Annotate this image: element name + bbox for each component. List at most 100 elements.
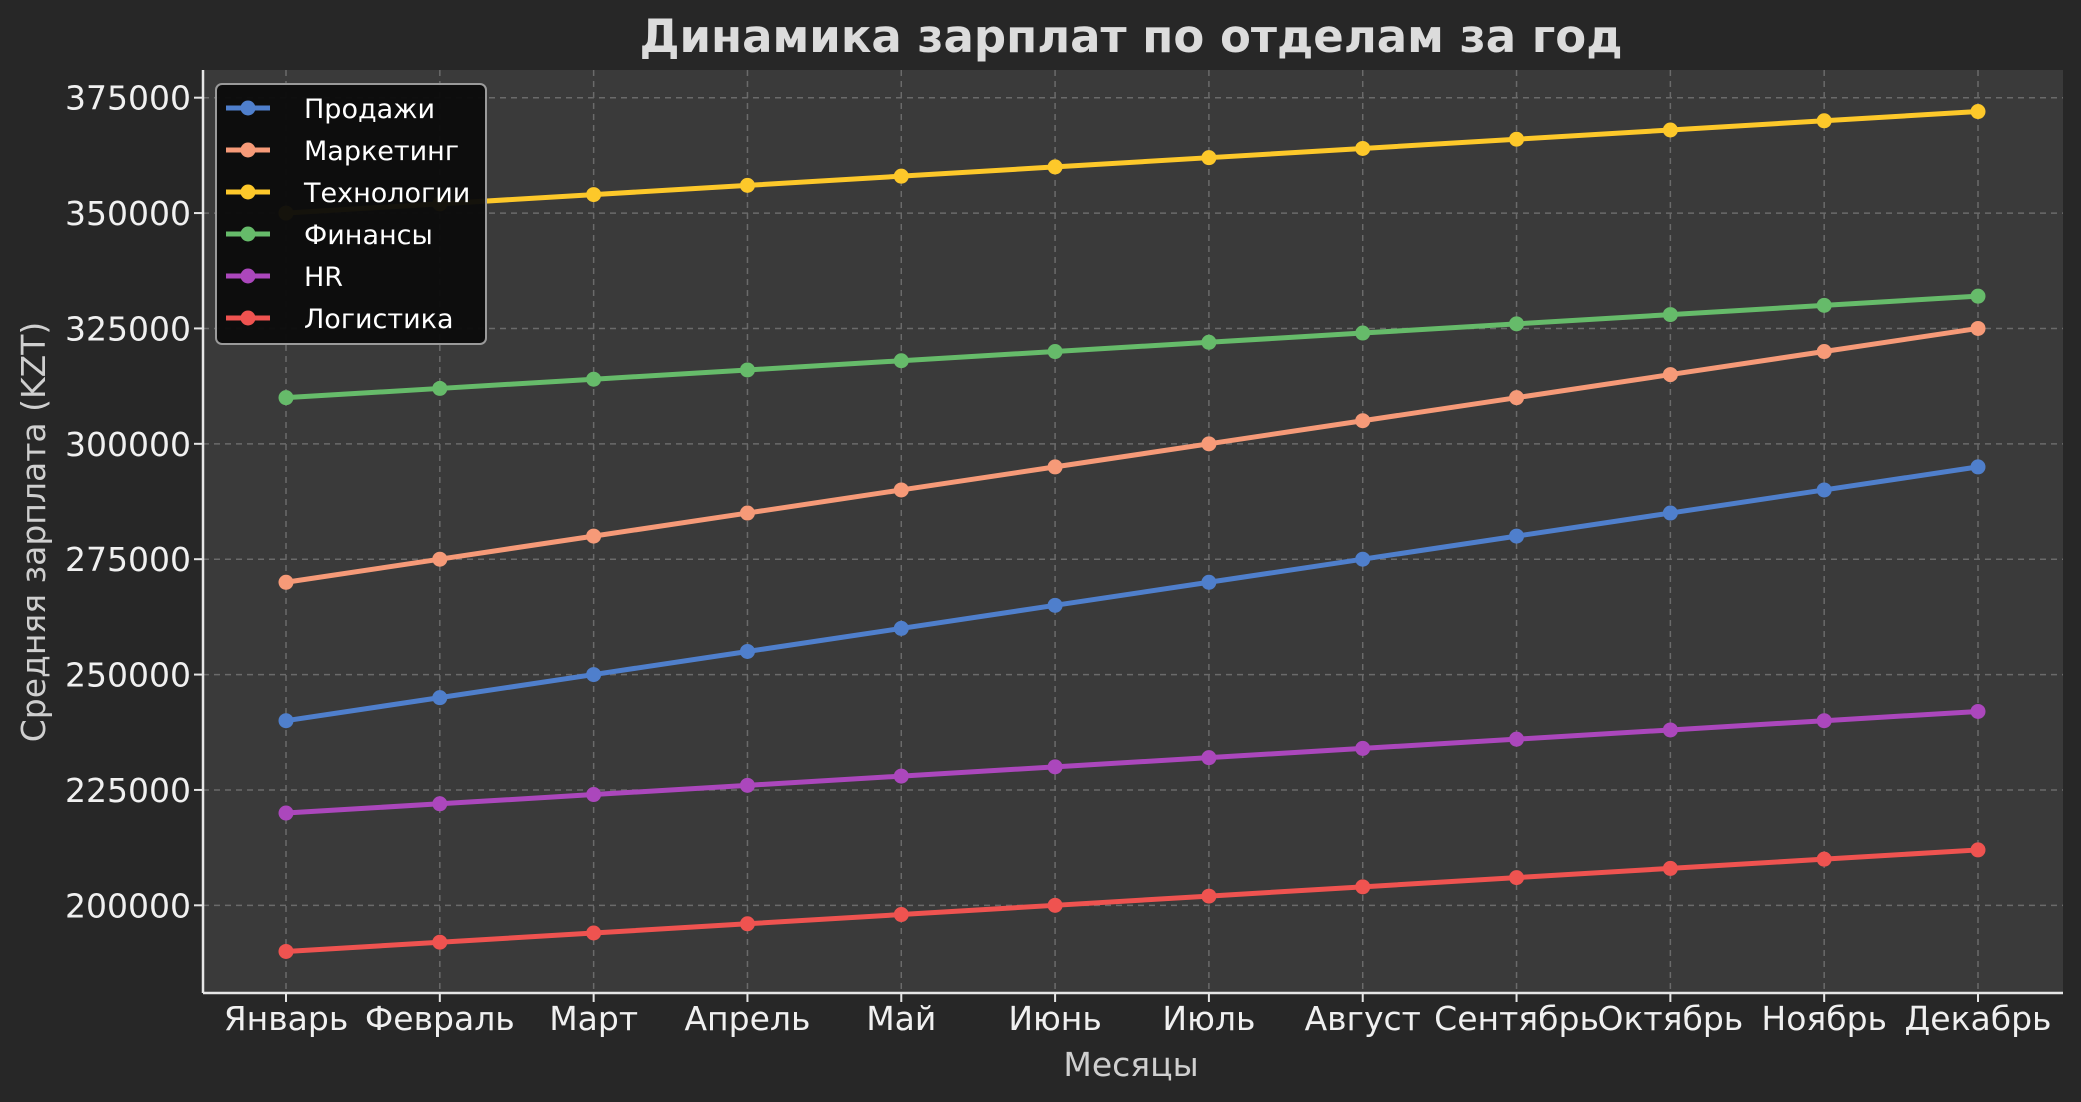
x-tick-label: Ноябрь: [1761, 999, 1887, 1038]
legend-label: Финансы: [304, 220, 433, 251]
legend-item: Продажи: [226, 94, 435, 125]
data-point: [893, 907, 909, 923]
data-point: [1201, 750, 1217, 766]
data-point: [1355, 413, 1371, 429]
data-point: [278, 805, 294, 821]
series: [278, 320, 1986, 590]
series-line: [283, 847, 1981, 954]
x-tick-label: Июль: [1162, 999, 1255, 1038]
legend-item: Технологии: [226, 178, 470, 209]
y-tick-label: 350000: [65, 194, 191, 233]
data-point: [893, 768, 909, 784]
x-axis-label: Месяцы: [1063, 1045, 1198, 1084]
x-tick-label: Март: [549, 999, 638, 1038]
data-point: [278, 574, 294, 590]
data-point: [1816, 344, 1832, 360]
data-point: [1201, 888, 1217, 904]
data-point: [1970, 288, 1986, 304]
data-point: [432, 934, 448, 950]
legend-marker: [240, 142, 256, 158]
legend: Продажи Маркетинг Технологии Финансы HR Логис…: [215, 83, 487, 345]
data-point: [1355, 140, 1371, 156]
data-point: [1047, 159, 1063, 175]
legend-marker: [240, 184, 256, 200]
legend-label: HR: [304, 262, 343, 293]
legend-item: Финансы: [226, 220, 433, 251]
x-tick-label: Октябрь: [1597, 999, 1743, 1038]
data-point: [1662, 367, 1678, 383]
data-point: [586, 667, 602, 683]
plot-background: [203, 70, 2063, 993]
data-point: [1047, 597, 1063, 613]
data-point: [586, 925, 602, 941]
data-point: [1047, 897, 1063, 913]
data-point: [1662, 307, 1678, 323]
data-point: [432, 690, 448, 706]
y-tick-label: 300000: [65, 425, 191, 464]
legend-label: Логистика: [304, 304, 454, 335]
series-layer: [278, 104, 1986, 959]
data-point: [1662, 722, 1678, 738]
data-point: [1047, 344, 1063, 360]
legend-label: Маркетинг: [304, 136, 459, 167]
data-point: [278, 713, 294, 729]
data-point: [1201, 574, 1217, 590]
data-point: [1970, 703, 1986, 719]
data-point: [893, 620, 909, 636]
data-point: [1970, 104, 1986, 120]
series: [278, 703, 1986, 821]
data-point: [739, 177, 755, 193]
legend-item: HR: [226, 262, 343, 293]
series-line: [283, 109, 1981, 216]
x-tick-label: Июнь: [1008, 999, 1102, 1038]
legend-marker: [240, 100, 256, 116]
x-tick-label: Февраль: [365, 999, 515, 1038]
data-point: [1047, 459, 1063, 475]
data-point: [278, 943, 294, 959]
series: [278, 842, 1986, 959]
data-point: [432, 796, 448, 812]
series-line: [283, 464, 1981, 724]
data-point: [1662, 505, 1678, 521]
data-point: [1662, 860, 1678, 876]
x-tick-label: Сентябрь: [1434, 999, 1599, 1038]
data-point: [586, 371, 602, 387]
data-point: [1509, 316, 1525, 332]
legend-label: Технологии: [303, 178, 470, 209]
y-tick-label: 275000: [65, 540, 191, 579]
legend-marker: [240, 310, 256, 326]
data-point: [1355, 740, 1371, 756]
data-point: [1662, 122, 1678, 138]
data-point: [1509, 870, 1525, 886]
data-point: [1509, 528, 1525, 544]
data-point: [1816, 297, 1832, 313]
data-point: [1355, 879, 1371, 895]
data-point: [1816, 113, 1832, 129]
y-tick-label: 375000: [65, 79, 191, 118]
legend-marker: [240, 226, 256, 242]
chart-title: Динамика зарплат по отделам за год: [639, 10, 1622, 63]
data-point: [278, 390, 294, 406]
data-point: [739, 362, 755, 378]
series: [278, 104, 1986, 221]
x-tick-label: Апрель: [684, 999, 810, 1038]
data-point: [1355, 325, 1371, 341]
data-point: [1970, 842, 1986, 858]
series-line: [283, 708, 1981, 816]
data-point: [432, 551, 448, 567]
data-point: [1970, 459, 1986, 475]
data-point: [586, 187, 602, 203]
y-tick-label: 225000: [65, 771, 191, 810]
data-point: [1201, 150, 1217, 166]
y-tick-label: 200000: [65, 886, 191, 925]
data-point: [1201, 436, 1217, 452]
data-point: [1816, 851, 1832, 867]
legend-label: Продажи: [304, 94, 435, 125]
legend-item: Логистика: [226, 304, 454, 335]
data-point: [1509, 731, 1525, 747]
data-point: [432, 380, 448, 396]
legend-item: Маркетинг: [226, 136, 459, 167]
x-tick-label: Январь: [224, 999, 349, 1038]
y-axis-label: Средняя зарплата (KZT): [14, 322, 53, 743]
